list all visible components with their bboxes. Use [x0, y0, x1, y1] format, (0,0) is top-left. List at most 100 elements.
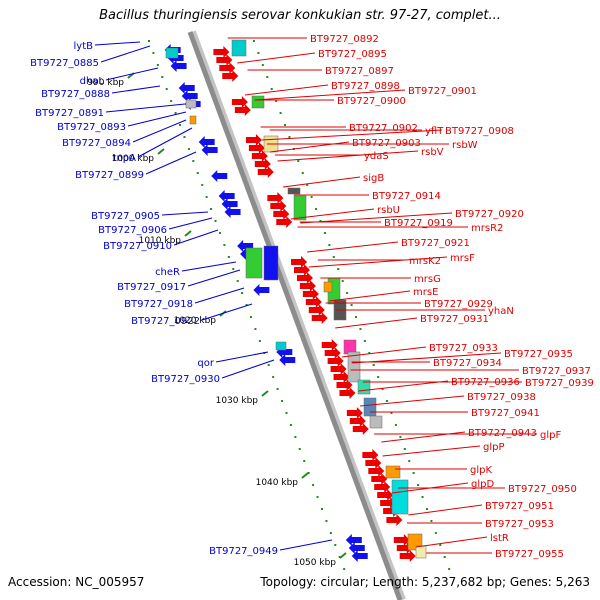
track-dot [421, 496, 424, 498]
track-dot [390, 412, 393, 414]
reverse-gene-label: lstR [490, 533, 509, 544]
reverse-gene-label: BT9727_0935 [504, 349, 573, 360]
track-dot [252, 40, 255, 42]
forward-gene-label: BT9727_0930 [151, 374, 220, 385]
reverse-label-connector [290, 208, 375, 220]
reverse-label-connector [237, 52, 316, 64]
track-dot [377, 376, 380, 378]
track-dot [192, 160, 195, 162]
reverse-label-connector [254, 89, 406, 101]
track-dot [448, 568, 451, 570]
reverse-gene-label: rsbU [377, 205, 400, 216]
track-dot [417, 484, 420, 486]
forward-label-connector [194, 287, 245, 304]
tick-layer: 990 kbp 1000 kbp 1010 kbp 1020 kbp 1030 kbp 1… [87, 72, 347, 568]
track-dot [245, 304, 248, 306]
feature-layer [164, 39, 427, 562]
track-dot [301, 172, 304, 174]
forward-feature-arrow [253, 284, 270, 296]
reverse-gene-label: BT9727_0933 [429, 343, 498, 354]
track-dot [386, 400, 389, 402]
tick-label: 1050 kbp [294, 558, 337, 568]
reverse-feature-arrow [374, 481, 391, 493]
reverse-feature-arrow [327, 355, 344, 367]
reverse-gene-label: BT9727_0950 [508, 484, 577, 495]
reverse-gene-label: glpK [470, 465, 492, 476]
track-dot [329, 532, 332, 534]
track-dot [350, 304, 353, 306]
track-dot [328, 244, 331, 246]
reverse-feature-arrow [296, 272, 313, 284]
track-dot [408, 460, 411, 462]
forward-feature-arrow [221, 198, 238, 210]
reverse-gene-label: BT9727_0937 [522, 366, 591, 377]
track-dot [439, 544, 442, 546]
track-dot [316, 496, 319, 498]
reverse-gene-label: glpD [471, 479, 494, 490]
track-dot [165, 88, 168, 90]
reverse-gene-label: BT9727_0951 [485, 501, 554, 512]
forward-label-connector [94, 41, 141, 46]
reverse-gene-label: BT9727_0900 [337, 96, 406, 107]
track-dot [325, 520, 328, 522]
track-dot [236, 280, 239, 282]
track-dot [298, 448, 301, 450]
track-dot [196, 172, 199, 174]
forward-label-connector [187, 269, 241, 287]
reverse-feature-arrow [216, 54, 233, 66]
forward-gene-label: BT9727_0885 [30, 58, 99, 69]
reverse-feature-arrow [377, 489, 394, 501]
reverse-gene-label: BT9727_0938 [467, 392, 536, 403]
reverse-feature-arrow [330, 363, 347, 375]
tick-mark [261, 390, 269, 397]
forward-gene-label: BT9727_0891 [35, 108, 104, 119]
track-dot [312, 484, 315, 486]
reverse-label-connector [261, 129, 443, 141]
reverse-feature-arrow [270, 200, 287, 212]
forward-feature-arrow [178, 82, 195, 94]
track-dot [174, 112, 177, 114]
reverse-gene-label: BT9727_0908 [445, 126, 514, 137]
forward-label-connector [161, 211, 209, 216]
forward-label-connector [105, 103, 186, 113]
forward-label-connector [145, 151, 197, 175]
track-dot [279, 112, 282, 114]
reverse-feature-arrow [308, 304, 325, 316]
forward-feature-arrow [345, 534, 362, 546]
reverse-feature-arrow [231, 96, 248, 108]
tick-mark [301, 472, 309, 479]
reverse-gene-label: glpF [540, 430, 561, 441]
track-dot [294, 436, 297, 438]
gene-block [231, 39, 247, 57]
reverse-feature-arrow [276, 216, 293, 228]
gene-block [189, 115, 197, 125]
forward-label-connector [100, 45, 151, 63]
reverse-label-connector [382, 445, 481, 457]
track-dot [241, 292, 244, 294]
gene-block [385, 465, 401, 479]
track-dot [403, 448, 406, 450]
forward-label-connector [137, 127, 193, 158]
reverse-gene-label: BT9727_0941 [471, 408, 540, 419]
track-dot [183, 136, 186, 138]
reverse-feature-arrow [311, 312, 328, 324]
reverse-gene-label: BT9727_0892 [310, 34, 379, 45]
reverse-feature-arrow [257, 166, 274, 178]
forward-label-connector [127, 111, 187, 127]
track-dot [272, 376, 275, 378]
reverse-label-connector [358, 380, 449, 392]
reverse-gene-label: mrsF [450, 253, 475, 264]
track-dot [170, 100, 173, 102]
track-dot [210, 208, 213, 210]
track-dot [443, 556, 446, 558]
label-connector-layer [94, 37, 537, 554]
reverse-feature-arrow [302, 288, 319, 300]
reverse-feature-arrow [399, 550, 416, 562]
track-dot [354, 316, 357, 318]
forward-gene-label: qor [197, 358, 214, 369]
reverse-label-connector [360, 395, 465, 407]
forward-label-connector [221, 359, 275, 379]
reverse-feature-arrow [393, 534, 410, 546]
accession-text: Accession: NC_005957 [8, 575, 145, 589]
